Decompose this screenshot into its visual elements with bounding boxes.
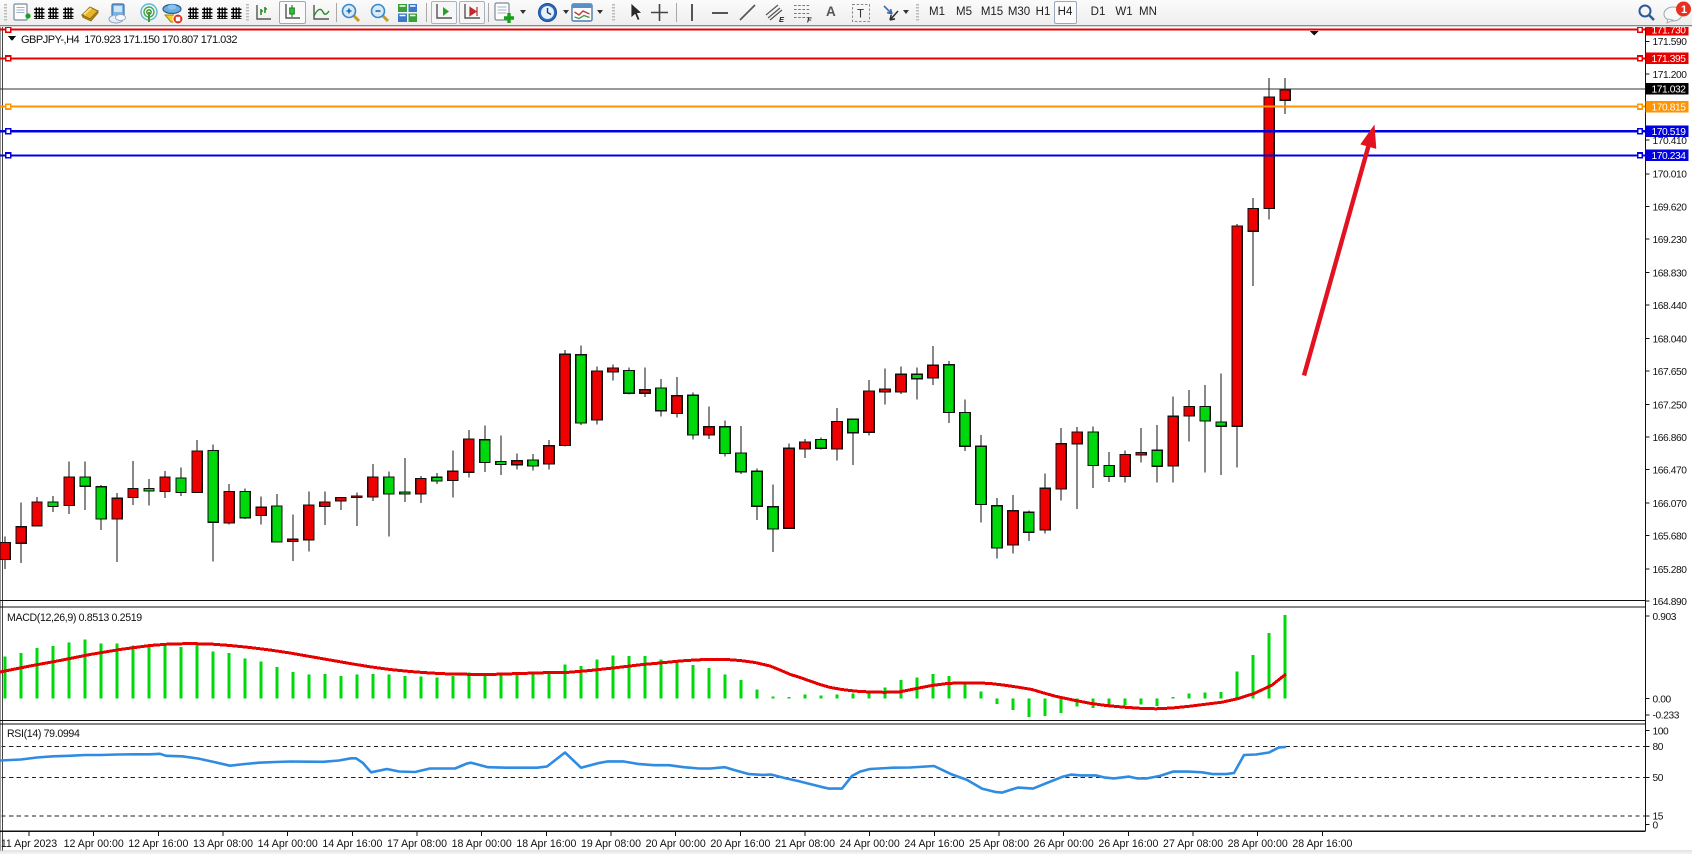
svg-text:166.070: 166.070 xyxy=(1653,499,1688,510)
svg-text:167.250: 167.250 xyxy=(1653,400,1688,411)
svg-text:14 Apr 00:00: 14 Apr 00:00 xyxy=(258,838,318,850)
svg-text:168.040: 168.040 xyxy=(1653,334,1688,345)
svg-text:165.680: 165.680 xyxy=(1653,532,1688,543)
svg-text:168.440: 168.440 xyxy=(1653,301,1688,312)
svg-text:171.730: 171.730 xyxy=(1652,26,1687,37)
svg-text:15: 15 xyxy=(1653,812,1664,823)
svg-text:0.00: 0.00 xyxy=(1653,694,1672,705)
svg-text:24 Apr 00:00: 24 Apr 00:00 xyxy=(840,838,900,850)
svg-text:-0.233: -0.233 xyxy=(1653,711,1680,722)
svg-text:165.280: 165.280 xyxy=(1653,565,1688,576)
svg-text:166.860: 166.860 xyxy=(1653,433,1688,444)
svg-text:170.410: 170.410 xyxy=(1653,136,1688,147)
svg-text:20 Apr 00:00: 20 Apr 00:00 xyxy=(646,838,706,850)
svg-text:170.010: 170.010 xyxy=(1653,170,1688,181)
svg-text:50: 50 xyxy=(1653,773,1664,784)
svg-text:24 Apr 16:00: 24 Apr 16:00 xyxy=(904,838,964,850)
svg-text:169.230: 169.230 xyxy=(1653,235,1688,246)
svg-text:167.650: 167.650 xyxy=(1653,367,1688,378)
svg-text:27 Apr 08:00: 27 Apr 08:00 xyxy=(1163,838,1223,850)
svg-text:14 Apr 16:00: 14 Apr 16:00 xyxy=(322,838,382,850)
svg-text:168.830: 168.830 xyxy=(1653,268,1688,279)
svg-text:F: F xyxy=(807,16,812,24)
svg-text:169.620: 169.620 xyxy=(1653,202,1688,213)
svg-text:170.519: 170.519 xyxy=(1652,127,1687,138)
svg-text:170.234: 170.234 xyxy=(1652,151,1687,162)
svg-text:171.395: 171.395 xyxy=(1652,54,1687,65)
svg-text:80: 80 xyxy=(1653,742,1664,753)
svg-text:21 Apr 08:00: 21 Apr 08:00 xyxy=(775,838,835,850)
svg-text:GBPJPY-,H4 170.923 171.150 17: GBPJPY-,H4 170.923 171.150 170.807 171.0… xyxy=(21,34,237,46)
svg-text:25 Apr 08:00: 25 Apr 08:00 xyxy=(969,838,1029,850)
svg-text:11 Apr 2023: 11 Apr 2023 xyxy=(1,838,57,850)
svg-text:20 Apr 16:00: 20 Apr 16:00 xyxy=(710,838,770,850)
svg-text:19 Apr 08:00: 19 Apr 08:00 xyxy=(581,838,641,850)
svg-text:0: 0 xyxy=(1653,820,1659,831)
svg-text:T: T xyxy=(857,9,864,21)
svg-text:166.470: 166.470 xyxy=(1653,466,1688,477)
svg-text:28 Apr 00:00: 28 Apr 00:00 xyxy=(1228,838,1288,850)
svg-text:12 Apr 16:00: 12 Apr 16:00 xyxy=(128,838,188,850)
svg-text:E: E xyxy=(779,15,785,23)
svg-text:28 Apr 16:00: 28 Apr 16:00 xyxy=(1292,838,1352,850)
svg-text:170.815: 170.815 xyxy=(1652,102,1687,113)
svg-text:18 Apr 00:00: 18 Apr 00:00 xyxy=(452,838,512,850)
svg-text:18 Apr 16:00: 18 Apr 16:00 xyxy=(516,838,576,850)
svg-text:171.032: 171.032 xyxy=(1652,85,1687,96)
svg-text:26 Apr 16:00: 26 Apr 16:00 xyxy=(1098,838,1158,850)
svg-text:17 Apr 08:00: 17 Apr 08:00 xyxy=(387,838,447,850)
svg-text:26 Apr 00:00: 26 Apr 00:00 xyxy=(1034,838,1094,850)
svg-text:MACD(12,26,9) 0.8513 0.2519: MACD(12,26,9) 0.8513 0.2519 xyxy=(7,612,142,624)
svg-text:164.890: 164.890 xyxy=(1653,597,1688,608)
svg-text:171.200: 171.200 xyxy=(1653,70,1688,81)
svg-text:100: 100 xyxy=(1653,727,1670,738)
svg-text:13 Apr 08:00: 13 Apr 08:00 xyxy=(193,838,253,850)
svg-text:12 Apr 00:00: 12 Apr 00:00 xyxy=(64,838,124,850)
svg-text:RSI(14) 79.0994: RSI(14) 79.0994 xyxy=(7,728,80,740)
svg-text:171.590: 171.590 xyxy=(1653,37,1688,48)
svg-text:1: 1 xyxy=(1681,4,1687,16)
svg-text:0.903: 0.903 xyxy=(1653,612,1677,623)
